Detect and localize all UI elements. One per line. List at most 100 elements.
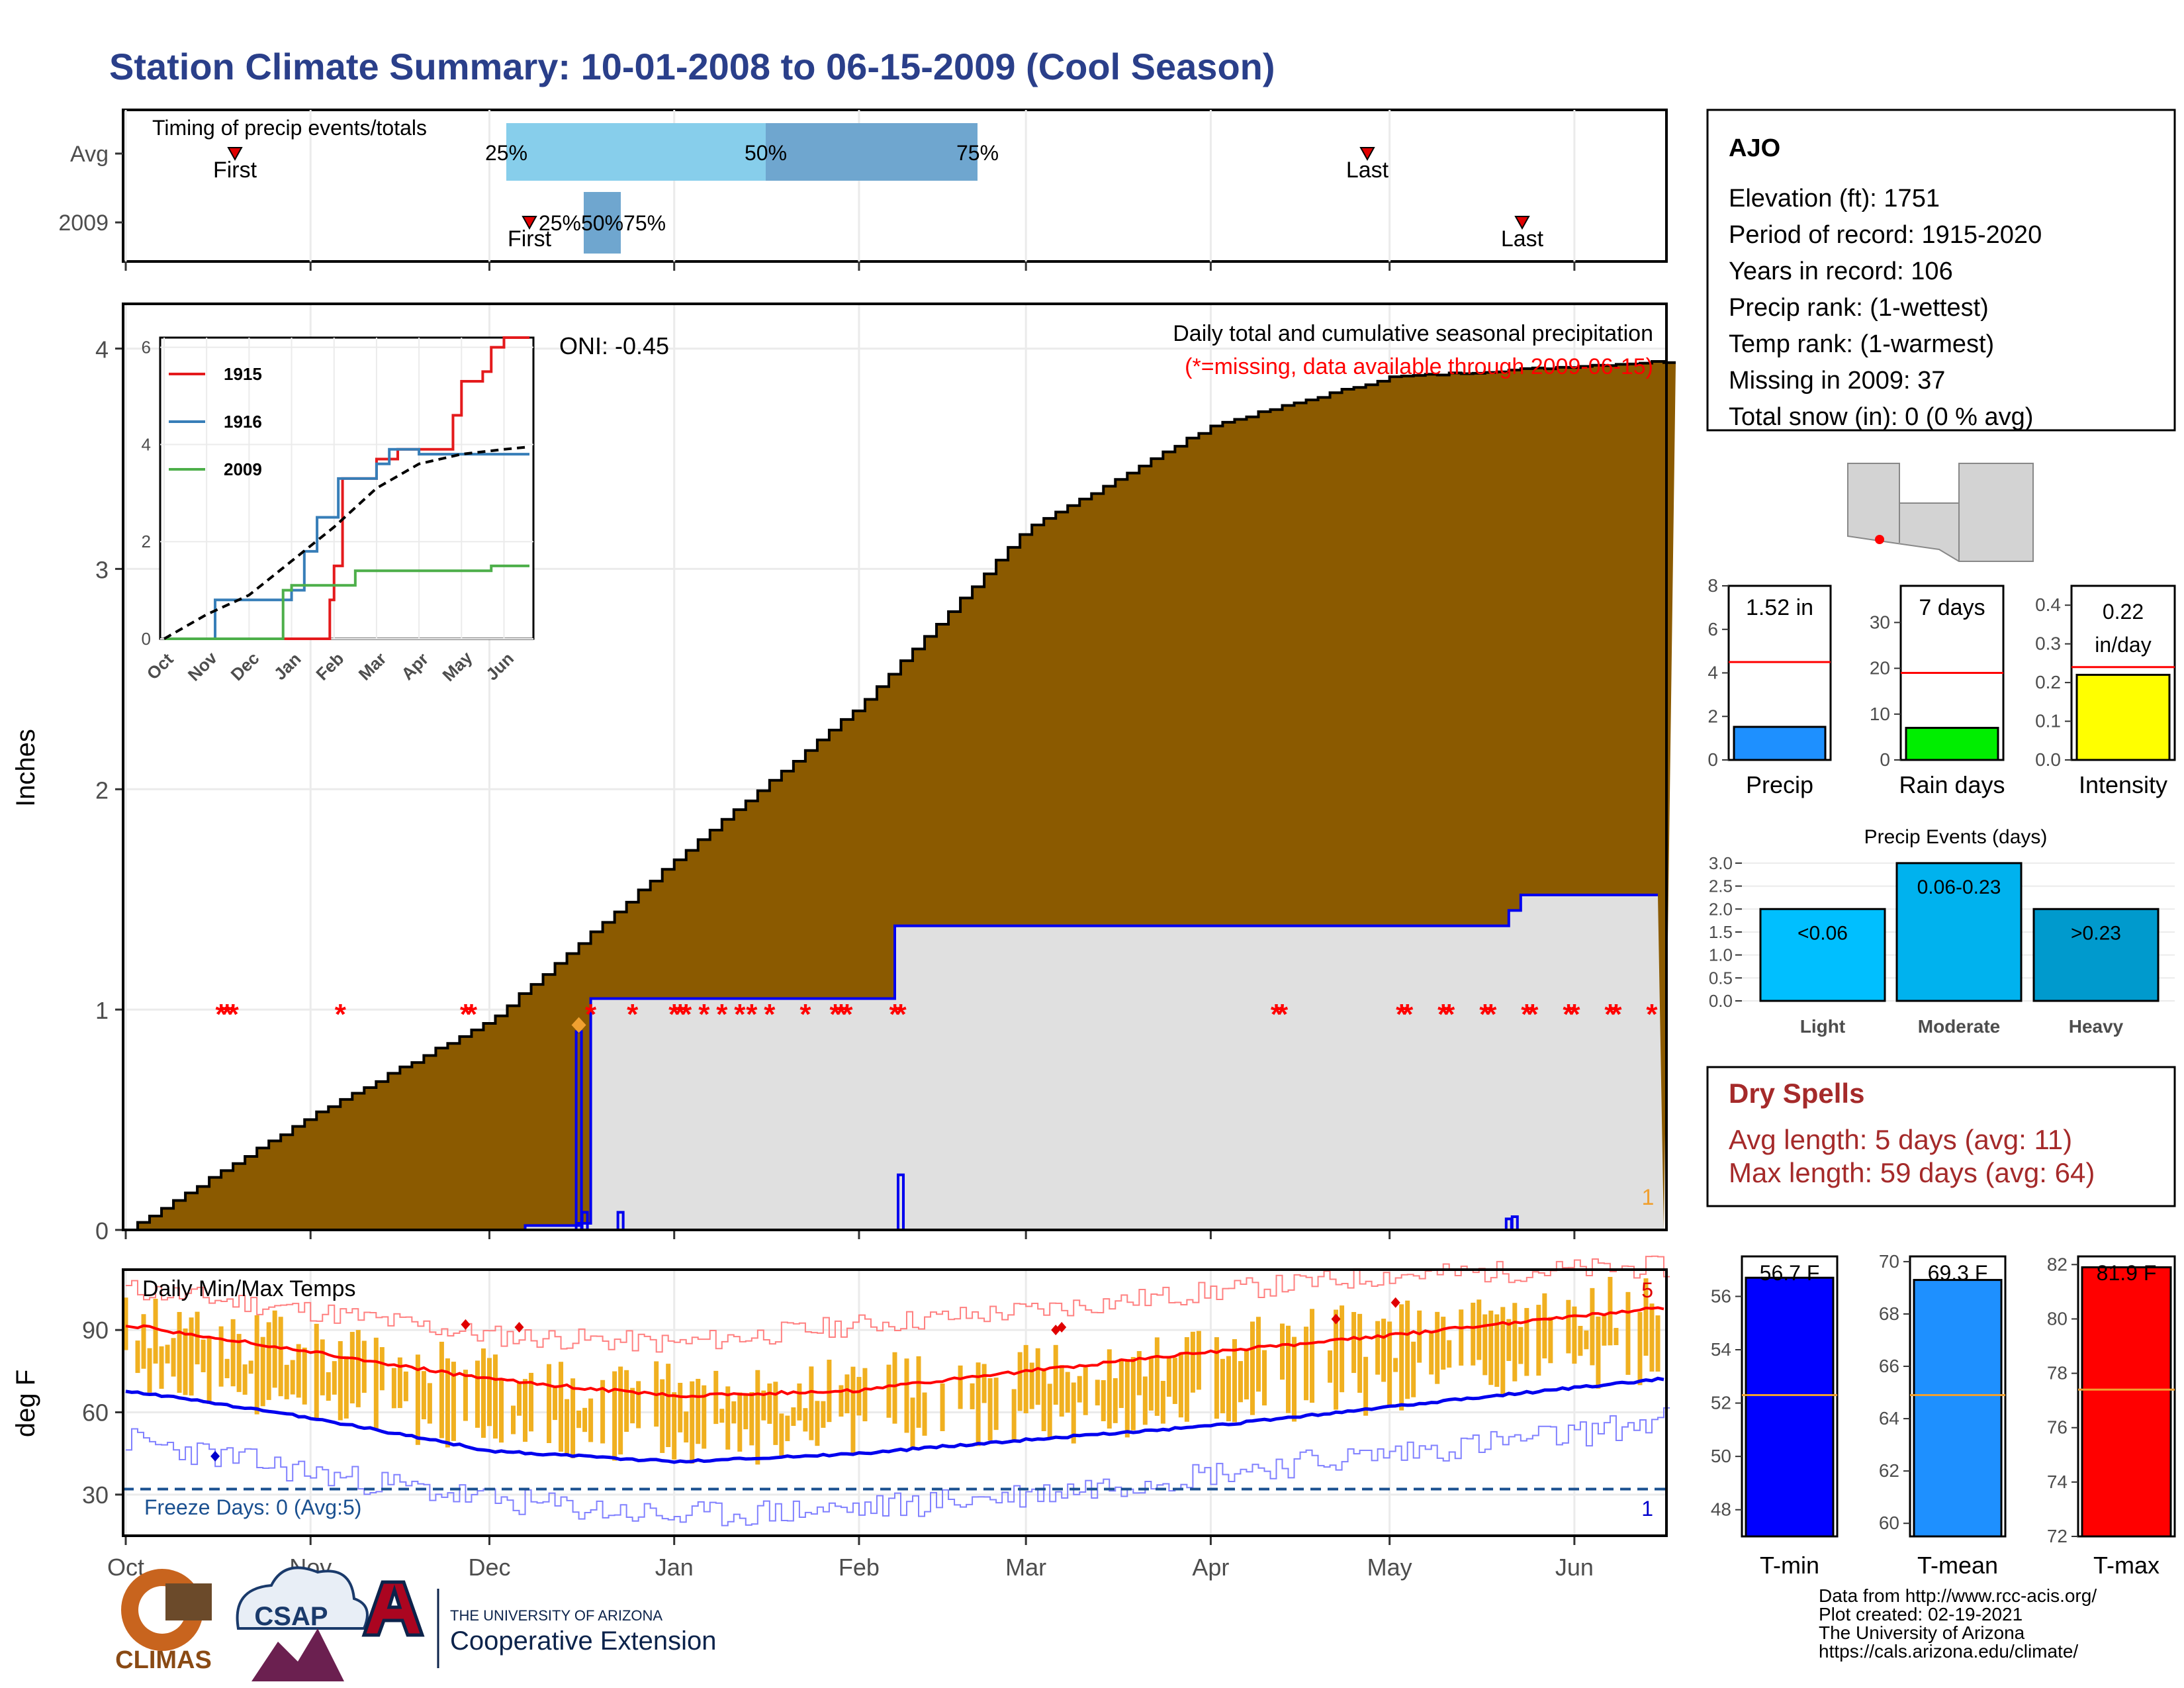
daily-temp-bar [1017,1352,1023,1411]
inset-y-label: 2 [142,532,151,551]
daily-temp-bar [1154,1337,1160,1416]
y-tick-label: 60 [1879,1513,1899,1533]
precip-event-category: Light [1800,1016,1845,1037]
daily-temp-bar [922,1392,927,1436]
daily-temp-bar [636,1381,641,1429]
inset-month-label: Oct [143,649,177,683]
inset-y-label: 4 [142,434,151,454]
daily-temp-bar [844,1374,850,1414]
precip-panel-frame [122,303,1668,1231]
daily-temp-bar [343,1356,349,1419]
daily-temp-bar [1130,1356,1136,1430]
daily-temp-bar [338,1340,343,1421]
daily-temp-bar [719,1409,725,1423]
daily-temp-bar [445,1358,450,1448]
summary-value-label: 7 days [1919,595,1985,620]
daily-temp-bar [1304,1327,1309,1401]
timing-marker-label: Last [1501,226,1544,252]
daily-temp-bar [582,1407,588,1432]
pct-label-overlap: 25%50%75% [539,211,666,235]
missing-marker: * [829,998,841,1031]
inset-month-label: Jan [270,649,305,684]
record-high-marker [461,1319,471,1330]
summary-value-label: 1.52 in [1746,595,1813,620]
daily-temp-bar [1459,1309,1464,1366]
y-tick-label: 0.2 [2035,672,2061,692]
daily-temp-bar [904,1358,909,1433]
avg-max-line [125,1306,1664,1399]
daily-temp-bar [230,1319,236,1387]
inset-month-label: Jun [482,649,518,684]
daily-temp-bar [850,1366,856,1454]
precip-events-title: Precip Events (days) [1864,826,2048,848]
missing-marker: * [1521,998,1533,1031]
daily-temp-bar [1065,1372,1070,1413]
daily-temp-bar [565,1399,570,1454]
y-tick-label: 62 [1879,1460,1899,1481]
x-month-label: Jan [655,1554,694,1581]
missing-marker: * [216,998,228,1031]
daily-temp-bar [1399,1304,1404,1411]
daily-temp-bar [1286,1325,1291,1413]
record-min-line [126,1407,1670,1526]
inset-legend-label: 1916 [224,412,262,432]
daily-temp-bar [475,1360,480,1428]
y-tick-label: 6 [1707,619,1718,639]
daily-temp-bar [1387,1321,1392,1407]
precip-event-bar-label: <0.06 [1797,922,1848,944]
daily-temp-bar [361,1340,367,1393]
daily-temp-bar [1542,1293,1547,1359]
daily-temp-bar [218,1326,224,1387]
station-info-line: Period of record: 1915-2020 [1729,221,2042,249]
y-tick-label: 1.0 [1709,945,1733,965]
daily-temp-bar [391,1368,396,1409]
daily-temp-bar [195,1311,200,1365]
daily-temp-bar [755,1370,760,1465]
avg-timing-bar-50-75 [766,123,978,181]
missing-marker: * [466,998,478,1031]
daily-temp-bar [570,1378,576,1458]
record-low-marker [210,1450,220,1462]
daily-temp-bar [749,1392,754,1446]
daily-temp-bar [201,1339,206,1372]
daily-temp-bar [1071,1382,1076,1444]
daily-temp-bar [123,1297,128,1350]
missing-marker: * [1569,998,1580,1031]
dry-spells-box [1706,1066,2176,1207]
footer-credit-line: Data from http://www.rcc-acis.org/ [1819,1585,2097,1606]
missing-marker: * [585,998,597,1031]
daily-temp-bar [1500,1307,1506,1397]
daily-temp-bar [248,1360,253,1374]
daily-temp-bar [492,1354,498,1439]
inset-y-label: 6 [142,338,151,357]
missing-marker: * [1604,998,1616,1031]
daily-temp-bar [773,1382,778,1445]
daily-temp-bar [803,1408,808,1432]
y-tick-label: 30 [82,1481,109,1509]
daily-temp-bar [403,1371,408,1401]
daily-temp-bar [498,1380,504,1443]
inset-series-line [163,445,530,640]
max-day-marker [571,1017,586,1033]
inset-month-label: Apr [397,649,432,684]
record-high-marker [514,1322,524,1333]
temp-panel-title: Daily Min/Max Temps [142,1276,355,1301]
inset-legend-label: 1915 [224,364,262,384]
daily-temp-bar [1578,1325,1583,1356]
daily-temp-bar [630,1387,635,1424]
missing-marker: * [1402,998,1414,1031]
daily-temp-bar [970,1383,975,1409]
daily-temp-bar [713,1370,719,1425]
y-tick-label: 66 [1879,1356,1899,1376]
daily-temp-bar [1441,1317,1446,1370]
y-tick-label: 2.5 [1709,876,1733,896]
summary-value-label: 0.22 [2103,600,2144,624]
daily-temp-bar [511,1405,516,1434]
daily-temp-bar [1506,1319,1512,1361]
daily-temp-bar [1124,1359,1130,1438]
y-tick-label: 2.0 [1709,899,1733,919]
precip-event-bar [1759,908,1886,1002]
daily-temp-bar [690,1381,695,1464]
daily-temp-bar [1190,1331,1195,1393]
dry-spells-max: Max length: 59 days (avg: 64) [1729,1157,2095,1188]
